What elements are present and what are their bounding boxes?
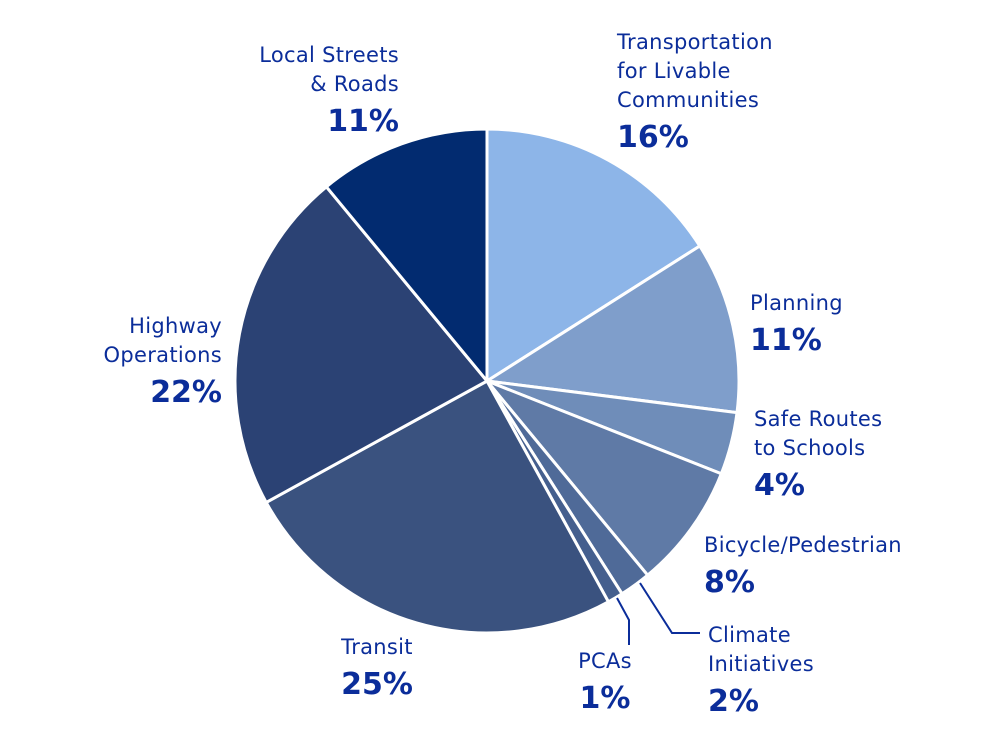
label-local-streets-roads: Local Streets & Roads 11% (259, 43, 399, 139)
slice-transportation-for-livable-communities (485, 127, 702, 383)
slice-percent-label: 11% (750, 323, 822, 358)
slice-percent-label: 1% (580, 681, 631, 716)
label-transportation-for-livable-communities: Transportation for Livable Communities 16% (616, 30, 773, 155)
slice-planning (485, 244, 741, 415)
slice-name-line: PCAs (578, 649, 632, 673)
label-safe-routes-to-schools: Safe Routes to Schools 4% (754, 407, 882, 503)
slice-name-line: Planning (750, 291, 843, 315)
slice-name-line: Transit (340, 635, 413, 659)
slice-transit (264, 379, 610, 635)
slice-percent-label: 2% (708, 684, 759, 719)
slice-name-line: Local Streets (259, 43, 399, 67)
label-planning: Planning 11% (750, 291, 843, 358)
slice-highway-operations (233, 185, 489, 504)
slice-name-line: Communities (617, 88, 759, 112)
pie-slices (233, 127, 741, 635)
slice-name-line: Operations (104, 343, 222, 367)
slice-name-line: for Livable (617, 59, 731, 83)
leader-pcas (616, 597, 630, 645)
leader-climate-initiatives (639, 582, 700, 634)
slice-name-line: Initiatives (708, 652, 814, 676)
label-bicycle-pedestrian: Bicycle/Pedestrian 8% (704, 533, 902, 600)
slice-labels: Transportation for Livable Communities 16% P… (104, 30, 902, 719)
label-climate-initiatives: Climate Initiatives 2% (708, 623, 814, 719)
slice-name-line: to Schools (754, 436, 865, 460)
slice-name-line: Transportation (616, 30, 773, 54)
slice-percent-label: 22% (150, 375, 222, 410)
slice-name-line: Climate (708, 623, 791, 647)
label-pcas: PCAs 1% (578, 649, 632, 716)
slice-percent-label: 25% (341, 667, 413, 702)
slice-bicycle-pedestrian (485, 379, 723, 577)
slice-percent-label: 16% (617, 120, 689, 155)
slice-local-streets-roads (324, 127, 489, 383)
leader-lines (616, 582, 700, 645)
slice-name-line: Bicycle/Pedestrian (704, 533, 902, 557)
label-highway-operations: Highway Operations 22% (104, 314, 222, 410)
slice-name-line: Safe Routes (754, 407, 882, 431)
slice-percent-label: 8% (704, 565, 755, 600)
slice-percent-label: 11% (327, 104, 399, 139)
slice-name-line: Highway (129, 314, 222, 338)
slice-name-line: & Roads (310, 72, 399, 96)
label-transit: Transit 25% (340, 635, 413, 702)
slice-percent-label: 4% (754, 468, 805, 503)
